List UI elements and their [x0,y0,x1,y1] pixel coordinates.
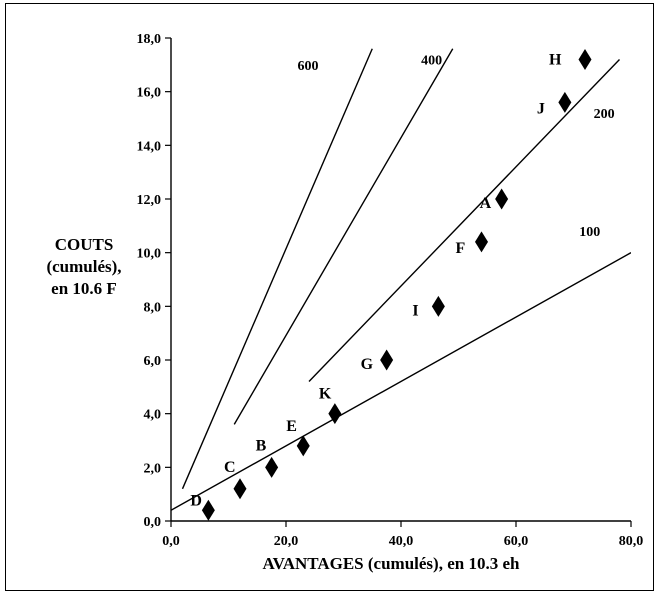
data-point-H [578,48,592,70]
reference-line-label: 200 [594,107,615,122]
reference-line-label: 600 [298,59,319,74]
y-tick-label: 8,0 [144,300,162,315]
y-axis-title-line: (cumulés), [46,257,121,276]
y-tick-label: 2,0 [144,461,162,476]
data-point-B [265,456,279,478]
x-tick-label: 60,0 [504,534,529,549]
reference-line-200 [308,58,621,382]
point-label: E [286,418,297,435]
reference-line-600 [181,48,373,490]
point-label: G [361,356,374,373]
data-point-K [328,403,342,425]
y-tick-label: 18,0 [137,32,162,47]
reference-line-label: 400 [421,53,442,68]
chart-frame: 0,0 2,0 4,0 6,0 8,0 10,0 12,0 14,0 16,0 18,0 0,0 20… [5,3,654,591]
point-label: B [256,437,267,454]
data-point-A [495,188,509,210]
reference-line-100 [171,252,631,511]
x-tick-label: 40,0 [389,534,414,549]
data-point-I [431,295,445,317]
y-tick-label: 12,0 [137,193,162,208]
point-label: H [549,51,562,68]
x-tick-label: 0,0 [162,534,180,549]
chart-svg: 0,0 2,0 4,0 6,0 8,0 10,0 12,0 14,0 16,0 18,0 0,0 20… [46,32,644,573]
y-tick-label: 10,0 [137,247,162,262]
data-point-F [475,231,488,253]
y-tick-label: 6,0 [144,354,162,369]
reference-line-400 [233,48,454,425]
y-tick-label: 0,0 [144,515,162,530]
point-label: C [224,459,236,476]
point-label: J [537,100,545,117]
x-axis-title: AVANTAGES (cumulés), en 10.3 eh [263,554,520,573]
y-tick-label: 14,0 [137,139,162,154]
reference-line-label: 100 [579,225,600,240]
y-tick-label: 4,0 [144,408,162,423]
point-label: I [412,302,418,319]
x-tick-label: 80,0 [619,534,644,549]
point-label: F [456,240,466,257]
data-point-J [558,91,572,113]
y-tick-label: 16,0 [137,86,162,101]
point-label: D [190,492,202,509]
point-label: K [319,386,332,403]
data-point-G [380,349,394,371]
y-axis-title-line: en 10.6 F [51,279,117,298]
y-axis-title-line: COUTS [55,235,114,254]
data-point-C [233,478,247,500]
data-point-E [296,435,310,457]
x-tick-label: 20,0 [274,534,299,549]
point-label: A [480,195,492,212]
data-point-D [201,499,215,521]
